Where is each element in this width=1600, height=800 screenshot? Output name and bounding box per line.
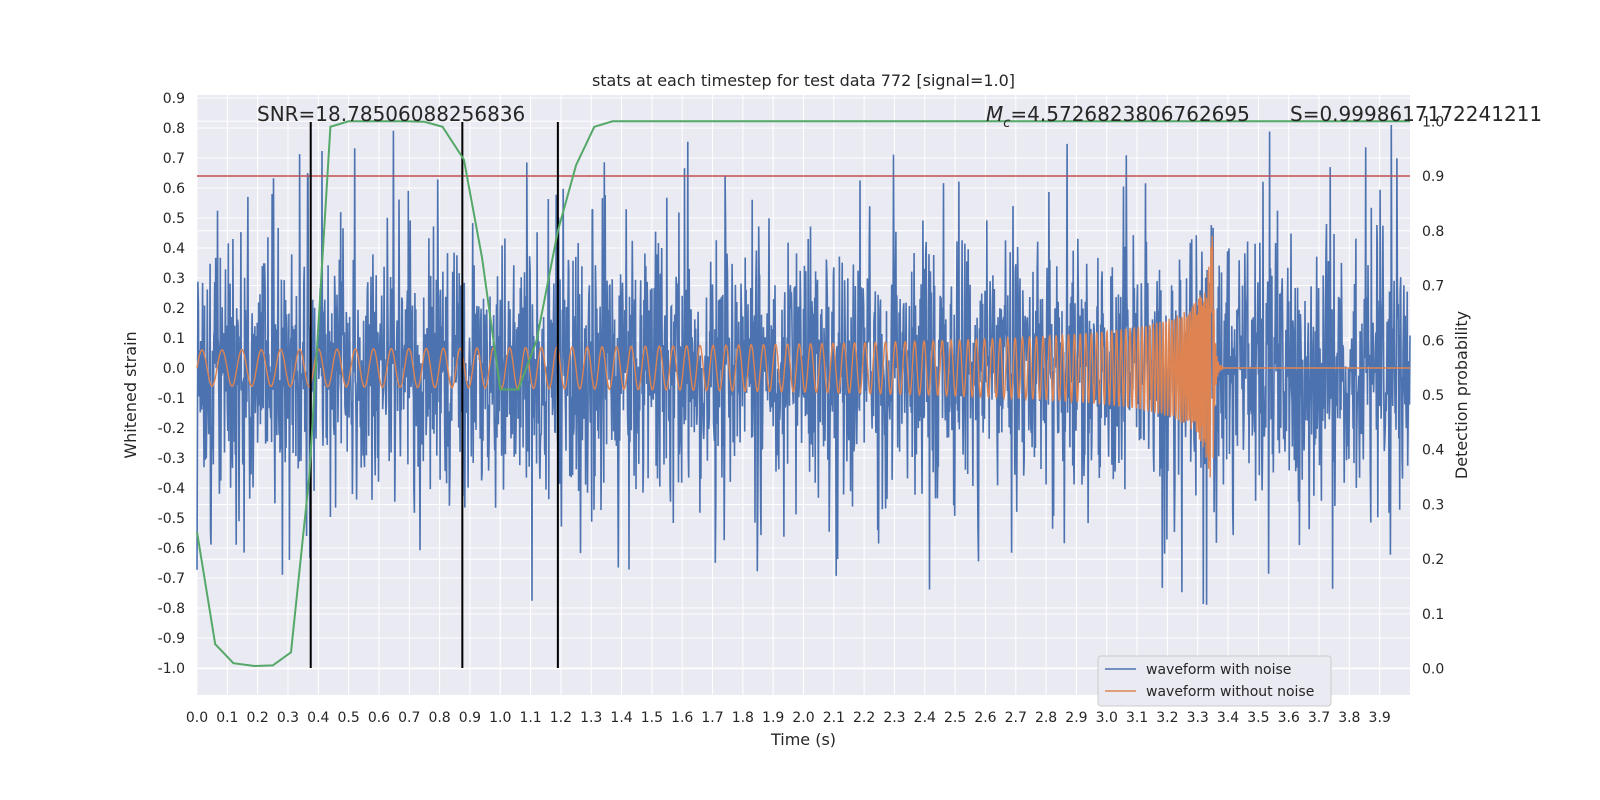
y2-tick-label: 0.9 — [1422, 169, 1444, 185]
snr-annotation: SNR=18.78506088256836 — [257, 102, 525, 126]
x-tick-label: 3.2 — [1156, 710, 1178, 726]
x-tick-label: 0.0 — [186, 710, 208, 726]
series-detection-probability — [196, 120, 1410, 668]
y-tick-label: -0.7 — [158, 571, 185, 587]
x-tick-label: 2.7 — [1005, 710, 1027, 726]
x-tick-label: 1.9 — [762, 710, 784, 726]
y-tick-label: 0.3 — [163, 271, 185, 287]
x-tick-label: 0.3 — [277, 710, 299, 726]
y2-tick-label: 0.5 — [1422, 388, 1444, 404]
x-tick-label: 1.3 — [580, 710, 602, 726]
x-tick-label: 1.8 — [732, 710, 754, 726]
vertical-markers — [309, 122, 559, 668]
mc-symbol: M — [986, 102, 1003, 126]
x-tick-label: 0.4 — [307, 710, 329, 726]
y-tick-label: -0.9 — [158, 631, 185, 647]
y-axis-label: Whitened strain — [121, 331, 140, 458]
y-tick-label: -1.0 — [158, 661, 185, 677]
y2-axis-label: Detection probability — [1452, 311, 1471, 479]
x-tick-label: 2.2 — [853, 710, 875, 726]
x-tick-label: 2.6 — [974, 710, 996, 726]
y2-tick-label: 0.8 — [1422, 224, 1444, 240]
x-tick-label: 2.3 — [883, 710, 905, 726]
x-tick-label: 3.3 — [1187, 710, 1209, 726]
chart-title: stats at each timestep for test data 772… — [592, 71, 1015, 90]
x-tick-label: 0.7 — [398, 710, 420, 726]
mc-annotation: Mc=4.5726823806762695 — [986, 102, 1250, 131]
y2-tick-label: 0.3 — [1422, 497, 1444, 513]
x-tick-label: 1.5 — [641, 710, 663, 726]
x-tick-label: 2.0 — [792, 710, 814, 726]
x-tick-label: 1.4 — [610, 710, 632, 726]
mc-value: =4.5726823806762695 — [1010, 102, 1249, 126]
legend-entry-noise: waveform with noise — [1146, 662, 1291, 678]
x-tick-label: 2.5 — [944, 710, 966, 726]
y-tick-label: -0.1 — [158, 391, 185, 407]
y-tick-label: -0.2 — [158, 421, 185, 437]
x-tick-label: 0.6 — [368, 710, 390, 726]
x-tick-label: 3.9 — [1369, 710, 1391, 726]
x-tick-label: 3.6 — [1278, 710, 1300, 726]
x-axis-label: Time (s) — [770, 730, 836, 749]
x-tick-label: 1.6 — [671, 710, 693, 726]
y-tick-label: 0.1 — [163, 331, 185, 347]
y2-tick-label: 0.4 — [1422, 443, 1444, 459]
y-tick-label: -0.6 — [158, 541, 185, 557]
x-tick-label: 0.1 — [216, 710, 238, 726]
y-tick-label: 0.8 — [163, 121, 185, 137]
y2-tick-label: 1.0 — [1422, 114, 1444, 130]
x-tick-label: 1.2 — [550, 710, 572, 726]
y-tick-label: 0.5 — [163, 211, 185, 227]
legend: waveform with noise waveform without noi… — [1097, 655, 1332, 707]
y-tick-label: 0.2 — [163, 301, 185, 317]
x-tick-label: 0.5 — [337, 710, 359, 726]
x-tick-label: 2.4 — [914, 710, 936, 726]
y-axis-ticks: 0.9 0.8 0.7 0.6 0.5 0.4 0.3 0.2 0.1 0.0 -0.1 -0.2 -0… — [158, 91, 185, 677]
x-tick-label: 2.1 — [823, 710, 845, 726]
y-tick-label: -0.8 — [158, 601, 185, 617]
x-tick-label: 3.7 — [1308, 710, 1330, 726]
x-tick-label: 0.9 — [459, 710, 481, 726]
y-tick-label: 0.9 — [163, 91, 185, 107]
x-tick-label: 0.2 — [247, 710, 269, 726]
y-tick-label: -0.5 — [158, 511, 185, 527]
y2-tick-label: 0.2 — [1422, 552, 1444, 568]
plot-series — [196, 120, 1411, 668]
y2-tick-label: 0.0 — [1422, 662, 1444, 678]
y-tick-label: -0.4 — [158, 481, 185, 497]
y2-tick-label: 0.1 — [1422, 607, 1444, 623]
y-tick-label: 0.6 — [163, 181, 185, 197]
x-tick-label: 2.8 — [1035, 710, 1057, 726]
y-tick-label: 0.7 — [163, 151, 185, 167]
series-waveform-without-noise — [196, 236, 1410, 478]
x-tick-label: 3.8 — [1338, 710, 1360, 726]
x-tick-label: 3.4 — [1217, 710, 1239, 726]
y2-axis-ticks: 0.0 0.1 0.2 0.3 0.4 0.5 0.6 0.7 0.8 0.9 1.0 — [1422, 114, 1444, 677]
mc-subscript: c — [1003, 116, 1010, 131]
x-tick-label: 1.0 — [489, 710, 511, 726]
y-tick-label: 0.0 — [163, 361, 185, 377]
x-tick-label: 3.1 — [1126, 710, 1148, 726]
y-tick-label: 0.4 — [163, 241, 185, 257]
y2-tick-label: 0.6 — [1422, 333, 1444, 349]
x-tick-label: 2.9 — [1065, 710, 1087, 726]
x-tick-label: 0.8 — [428, 710, 450, 726]
y-tick-label: -0.3 — [158, 451, 185, 467]
x-tick-label: 3.0 — [1096, 710, 1118, 726]
s-annotation: S=0.9998617172241211 — [1290, 102, 1542, 126]
x-tick-label: 1.1 — [519, 710, 541, 726]
legend-box — [1097, 655, 1332, 707]
x-axis-ticks: 0.0 0.1 0.2 0.3 0.4 0.5 0.6 0.7 0.8 0.9 1.0 1.1 1.2 1… — [186, 710, 1391, 726]
x-tick-label: 1.7 — [701, 710, 723, 726]
legend-entry-no-noise: waveform without noise — [1146, 684, 1314, 700]
x-tick-label: 3.5 — [1247, 710, 1269, 726]
y2-tick-label: 0.7 — [1422, 279, 1444, 295]
